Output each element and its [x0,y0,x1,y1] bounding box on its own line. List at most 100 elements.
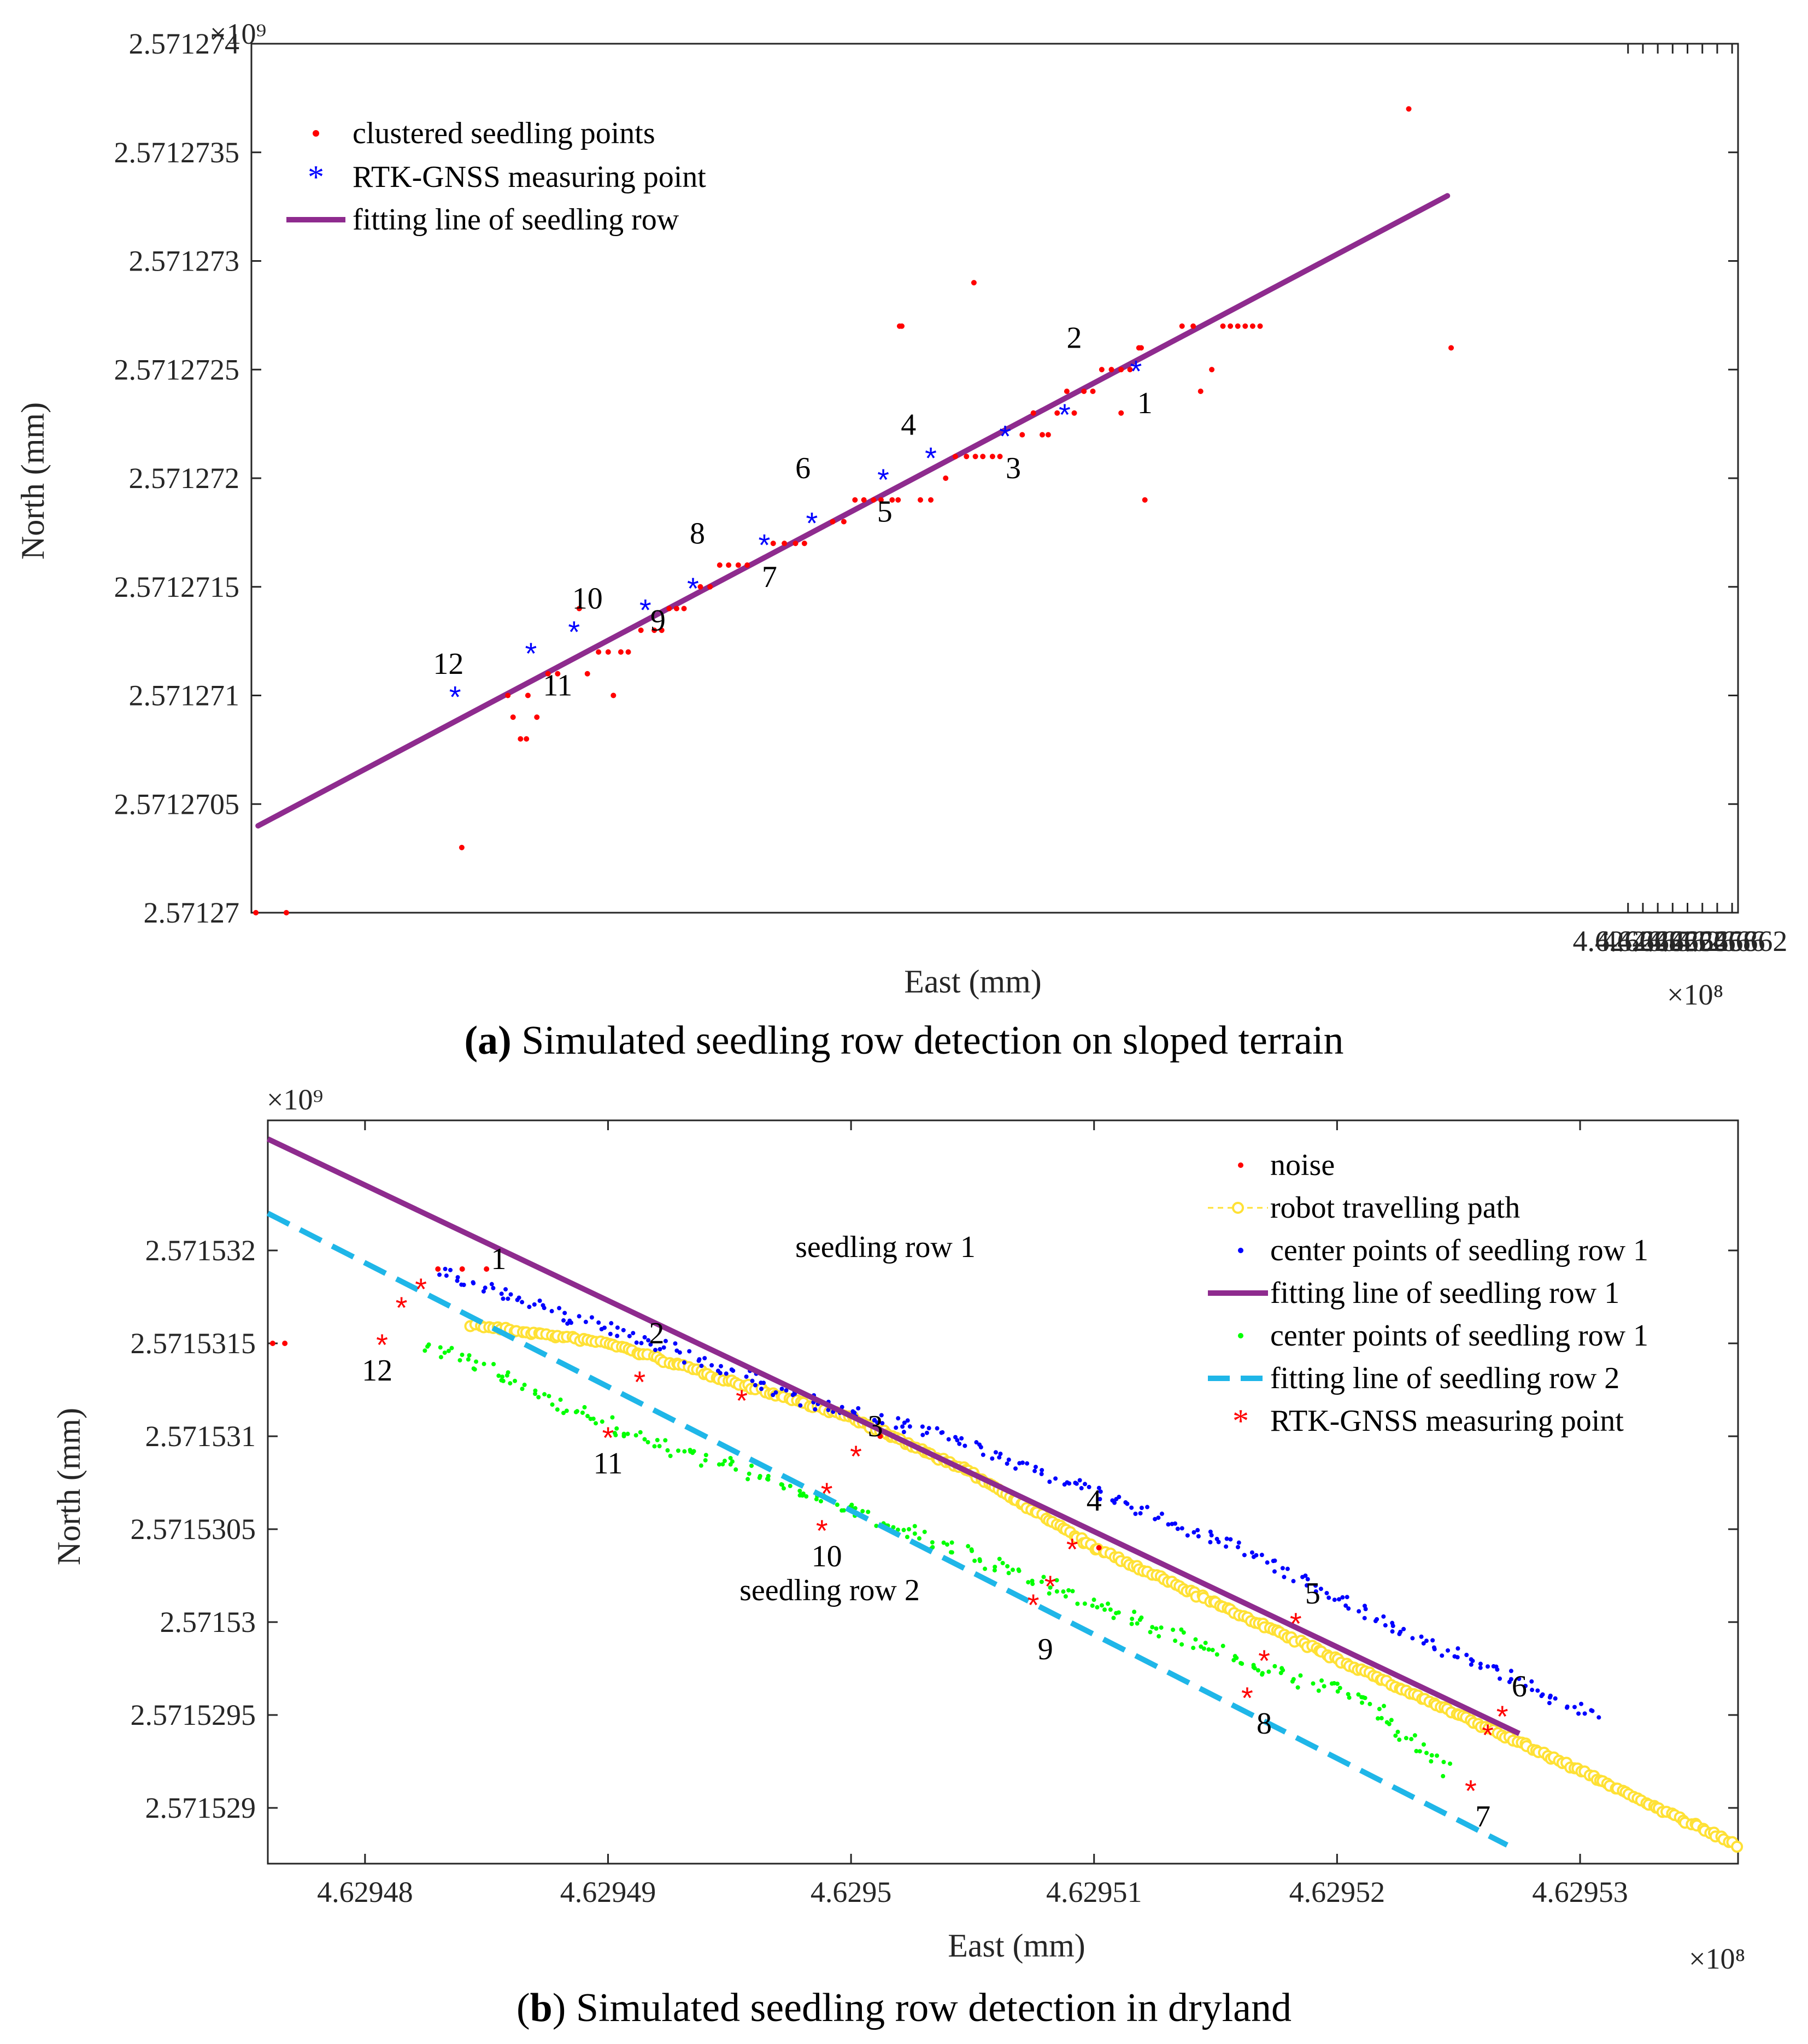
center-point-row2 [1220,1643,1225,1648]
panel-a-marks: * * * * * * * * * * * * [253,106,1454,915]
clustered-seedling-point [596,649,602,655]
center-point-row1 [1523,1683,1528,1688]
center-point-row2 [1070,1589,1075,1594]
center-point-row1 [542,1306,547,1311]
center-point-row2 [442,1350,447,1355]
center-point-row2 [1360,1700,1365,1705]
center-point-row1 [1291,1579,1296,1584]
center-point-row1 [1087,1484,1091,1489]
center-point-row2 [1041,1575,1046,1579]
center-point-row1 [1346,1606,1351,1611]
center-point-row1 [1381,1614,1386,1619]
point-number-label: 3 [868,1409,883,1443]
center-point-row1 [926,1426,931,1431]
clustered-seedling-point [1127,367,1133,373]
center-point-row2 [1238,1661,1243,1666]
center-point-row2 [446,1348,451,1353]
clustered-seedling-point [707,584,713,590]
center-point-row2 [1429,1759,1434,1764]
center-point-row1 [1508,1669,1513,1673]
clustered-seedling-point [972,454,978,460]
center-point-row2 [1203,1641,1208,1646]
center-point-row1 [501,1296,506,1301]
center-point-row2 [1206,1647,1211,1652]
center-point-row1 [1191,1530,1196,1535]
center-point-row1 [1195,1528,1200,1532]
center-point-row2 [585,1414,590,1419]
center-point-row2 [1397,1737,1402,1742]
center-point-row1 [1077,1478,1082,1483]
legend-b-rtk-label: RTK-GNSS measuring point [1270,1404,1624,1438]
center-point-row1 [784,1388,789,1393]
clustered-seedling-point [1030,410,1036,416]
center-point-row1 [902,1420,907,1425]
center-point-row1 [1313,1583,1318,1588]
legend-b-center1-marker [1238,1248,1243,1253]
center-point-row2 [1137,1617,1142,1622]
center-point-row2 [969,1547,974,1552]
center-point-row2 [638,1430,643,1435]
center-point-row1 [1265,1560,1270,1565]
center-point-row1 [1216,1540,1221,1544]
clustered-seedling-point [1257,323,1263,329]
center-point-row1 [1208,1540,1213,1544]
center-point-row1 [750,1378,755,1383]
center-point-row2 [749,1463,754,1468]
center-point-row1 [924,1430,929,1435]
clustered-seedling-point [534,714,540,720]
center-point-row1 [1282,1575,1287,1579]
center-point-row2 [1251,1665,1256,1670]
center-point-row1 [1498,1676,1502,1681]
center-point-row2 [993,1564,997,1569]
clustered-seedling-point [459,844,465,850]
center-point-row2 [1376,1716,1381,1721]
clustered-seedling-point [717,562,723,568]
center-point-row2 [804,1494,809,1499]
panel-b-y-tick-label: 2.5715315 [131,1327,256,1360]
legend-a-rtk-marker: * [308,159,324,195]
clustered-seedling-point [997,454,1003,460]
legend-b-fit2-label: fitting line of seedling row 2 [1270,1361,1619,1395]
center-point-row2 [1061,1589,1066,1594]
center-point-row2 [642,1437,647,1442]
center-point-row1 [1565,1704,1570,1709]
legend-b-fit1-label: fitting line of seedling row 1 [1270,1276,1619,1310]
noise-point [877,1434,883,1439]
center-point-row2 [533,1388,538,1393]
center-point-row1 [872,1418,877,1423]
center-point-row2 [698,1463,703,1468]
rtk-gnss-point: * [816,1513,828,1548]
center-point-row2 [1409,1737,1414,1742]
clustered-seedling-point [1108,367,1114,373]
center-point-row1 [1398,1630,1403,1635]
clustered-seedling-point [841,519,847,525]
clustered-seedling-point [1228,323,1234,329]
center-point-row1 [1375,1617,1380,1622]
clustered-seedling-point [525,692,531,698]
center-point-row2 [1367,1701,1372,1706]
rtk-gnss-point: * [1028,1588,1040,1622]
center-point-row1 [1572,1705,1577,1710]
center-point-row2 [1116,1610,1121,1615]
legend-b-noise-marker [1238,1162,1243,1168]
center-point-row2 [992,1568,997,1573]
center-point-row1 [455,1275,460,1280]
point-number-label: 5 [1305,1577,1320,1611]
center-point-row1 [621,1328,626,1332]
center-point-row1 [1145,1505,1150,1509]
center-point-row2 [1111,1616,1116,1620]
clustered-seedling-point [861,497,867,503]
center-point-row2 [676,1448,680,1453]
center-point-row1 [880,1421,885,1426]
panel-b-caption: (b) Simulated seedling row detection in … [516,1986,1292,2030]
center-point-row2 [594,1421,598,1426]
panel-a-x-tick-label: 4.626662 [1677,925,1788,958]
center-point-row2 [610,1415,615,1420]
center-point-row1 [583,1319,588,1324]
center-point-row1 [1357,1609,1361,1614]
center-point-row2 [1054,1589,1059,1594]
center-point-row1 [894,1425,899,1430]
legend-b-path-label: robot travelling path [1270,1191,1520,1225]
panel-b-y-exponent: ×10⁹ [267,1083,323,1116]
center-point-row2 [657,1444,662,1449]
